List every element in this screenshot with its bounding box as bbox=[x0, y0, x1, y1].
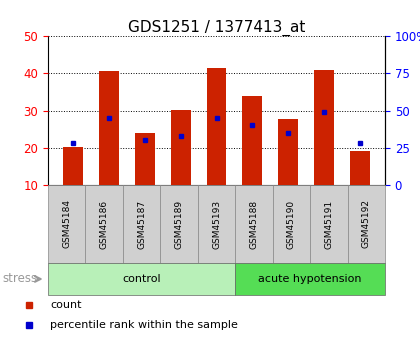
Bar bbox=[235, 263, 385, 295]
Bar bbox=[278, 119, 298, 185]
Text: GSM45186: GSM45186 bbox=[100, 199, 109, 248]
Text: GSM45190: GSM45190 bbox=[287, 199, 296, 248]
Text: count: count bbox=[50, 300, 82, 310]
Text: GSM45184: GSM45184 bbox=[62, 199, 71, 248]
Bar bbox=[123, 185, 160, 263]
Text: GSM45193: GSM45193 bbox=[212, 199, 221, 248]
Text: GSM45189: GSM45189 bbox=[175, 199, 184, 248]
Bar bbox=[273, 185, 310, 263]
Bar bbox=[63, 147, 83, 185]
Text: GSM45191: GSM45191 bbox=[324, 199, 333, 248]
Text: acute hypotension: acute hypotension bbox=[258, 274, 362, 284]
Bar bbox=[135, 133, 155, 185]
Bar bbox=[171, 110, 191, 185]
Bar bbox=[85, 185, 123, 263]
Text: control: control bbox=[122, 274, 161, 284]
Bar bbox=[198, 185, 235, 263]
Bar bbox=[160, 185, 198, 263]
Bar bbox=[207, 68, 226, 185]
Text: GSM45192: GSM45192 bbox=[362, 199, 371, 248]
Bar bbox=[99, 71, 119, 185]
Bar bbox=[314, 70, 334, 185]
Title: GDS1251 / 1377413_at: GDS1251 / 1377413_at bbox=[128, 20, 305, 36]
Bar bbox=[48, 263, 235, 295]
Text: GSM45187: GSM45187 bbox=[137, 199, 146, 248]
Text: percentile rank within the sample: percentile rank within the sample bbox=[50, 320, 238, 330]
Bar bbox=[242, 96, 262, 185]
Text: stress: stress bbox=[2, 273, 37, 286]
Bar bbox=[348, 185, 385, 263]
Text: GSM45188: GSM45188 bbox=[249, 199, 258, 248]
Bar bbox=[350, 151, 370, 185]
Bar bbox=[310, 185, 348, 263]
Bar bbox=[235, 185, 273, 263]
Bar bbox=[48, 185, 85, 263]
